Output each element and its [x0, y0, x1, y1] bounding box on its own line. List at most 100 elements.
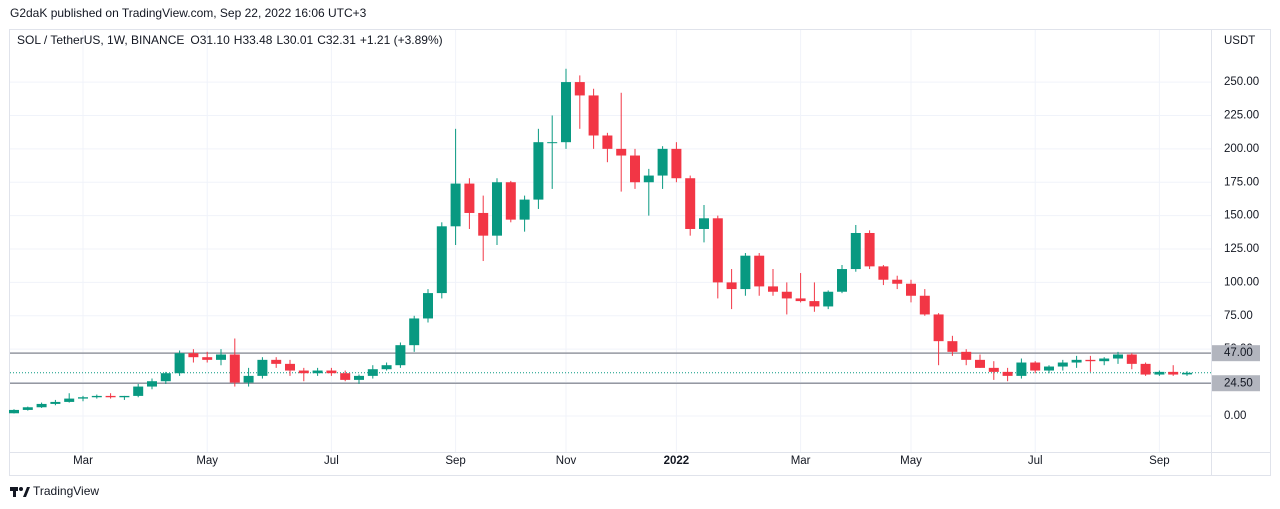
candle-body [492, 182, 502, 236]
candle-body [795, 298, 806, 302]
y-tick-label: 175.00 [1224, 176, 1259, 188]
candle-body [1099, 358, 1110, 362]
candle-body [243, 375, 254, 383]
candle-body [367, 369, 378, 376]
candle-body [298, 370, 309, 374]
x-tick-label: May [900, 455, 922, 467]
candle-body [91, 395, 102, 398]
candle-body [216, 354, 226, 360]
candle-body [50, 401, 61, 404]
candle-body [188, 353, 199, 358]
candle-body [64, 398, 75, 402]
x-tick-label: Sep [1149, 455, 1169, 467]
legend-key: O [190, 33, 199, 47]
candle-body [768, 286, 778, 292]
candle-body [381, 365, 392, 370]
candle-body [1016, 362, 1027, 376]
candle-body [919, 295, 930, 315]
publish-info: G2daK published on TradingView.com, Sep … [10, 6, 367, 20]
candle-body [285, 363, 295, 371]
candle-body [630, 155, 640, 183]
grid [10, 30, 1211, 452]
candle-body [22, 407, 33, 410]
candle-body [202, 357, 213, 360]
candle-body [809, 301, 820, 307]
candle-body [436, 226, 447, 294]
symbol: SOL / TetherUS, 1W, BINANCE [17, 33, 184, 47]
candle-body [395, 345, 406, 366]
candle-body [947, 341, 958, 352]
candle-body [423, 293, 433, 319]
legend-key: L [276, 33, 283, 47]
legend-change: +1.21 (+3.89%) [360, 33, 443, 47]
candle-body [850, 232, 861, 270]
candle-body [975, 359, 985, 368]
candle-body [837, 269, 847, 292]
legend-key: C [317, 33, 326, 47]
candle-body [754, 255, 765, 287]
candle-body [1071, 359, 1082, 363]
candle-body [561, 82, 571, 143]
legend-key: H [234, 33, 243, 47]
candle-body [933, 314, 944, 342]
candle-body [533, 142, 544, 200]
price-line-tag [1212, 345, 1260, 362]
brand: TradingView [33, 484, 99, 498]
x-tick-label: Jul [1028, 455, 1043, 467]
y-tick-label: 250.00 [1224, 76, 1259, 88]
candle-body [312, 370, 323, 374]
legend-value: 31.10 [200, 33, 230, 47]
candle-body [119, 395, 130, 398]
candle-body [133, 386, 144, 396]
candle-body [878, 266, 889, 280]
x-tick-label: Sep [445, 455, 465, 467]
price-line-label: 24.50 [1224, 377, 1253, 389]
candle-body [505, 182, 516, 220]
y-axis-label: USDT [1224, 35, 1255, 47]
candle-body [1182, 372, 1192, 375]
candle-body [1113, 354, 1123, 359]
candle-body [602, 135, 613, 149]
candle-body [588, 95, 599, 136]
candle-body [574, 82, 585, 96]
x-tick-label: Mar [73, 455, 93, 467]
candle-body [740, 255, 751, 290]
y-tick-label: 200.00 [1224, 143, 1259, 155]
candle-body [1044, 366, 1054, 371]
candle-body [892, 279, 903, 284]
price-line-label: 47.00 [1224, 347, 1253, 359]
candle-body [9, 409, 19, 414]
x-tick-label: Nov [556, 455, 577, 467]
candle-body [616, 148, 627, 156]
candle-body [685, 178, 696, 229]
legend-value: 33.48 [242, 33, 272, 47]
candle-body [326, 370, 337, 374]
candle-body [36, 403, 47, 408]
y-tick-label: 125.00 [1224, 243, 1259, 255]
candle-body [1030, 362, 1041, 371]
candle-body [1002, 371, 1013, 376]
candle-body [1085, 359, 1096, 362]
x-tick-label: Jul [324, 455, 339, 467]
candle-body [547, 142, 558, 144]
candle-body [864, 232, 875, 267]
candle-body [712, 218, 723, 283]
x-tick-label: Mar [791, 455, 811, 467]
candle-body [229, 354, 240, 383]
chart-frame [9, 29, 1271, 476]
candle-body [174, 353, 185, 374]
candle-body [988, 367, 999, 372]
candle-body [257, 359, 268, 376]
x-tick-label: 2022 [664, 455, 690, 467]
y-tick-label: 150.00 [1224, 210, 1259, 222]
tradingview-logo [10, 487, 30, 497]
candle-body [1140, 363, 1151, 375]
candle-body [464, 183, 475, 213]
candle-body [1168, 371, 1179, 375]
candle-body [450, 183, 461, 227]
candle-body [160, 373, 171, 382]
candle-body [823, 291, 834, 307]
